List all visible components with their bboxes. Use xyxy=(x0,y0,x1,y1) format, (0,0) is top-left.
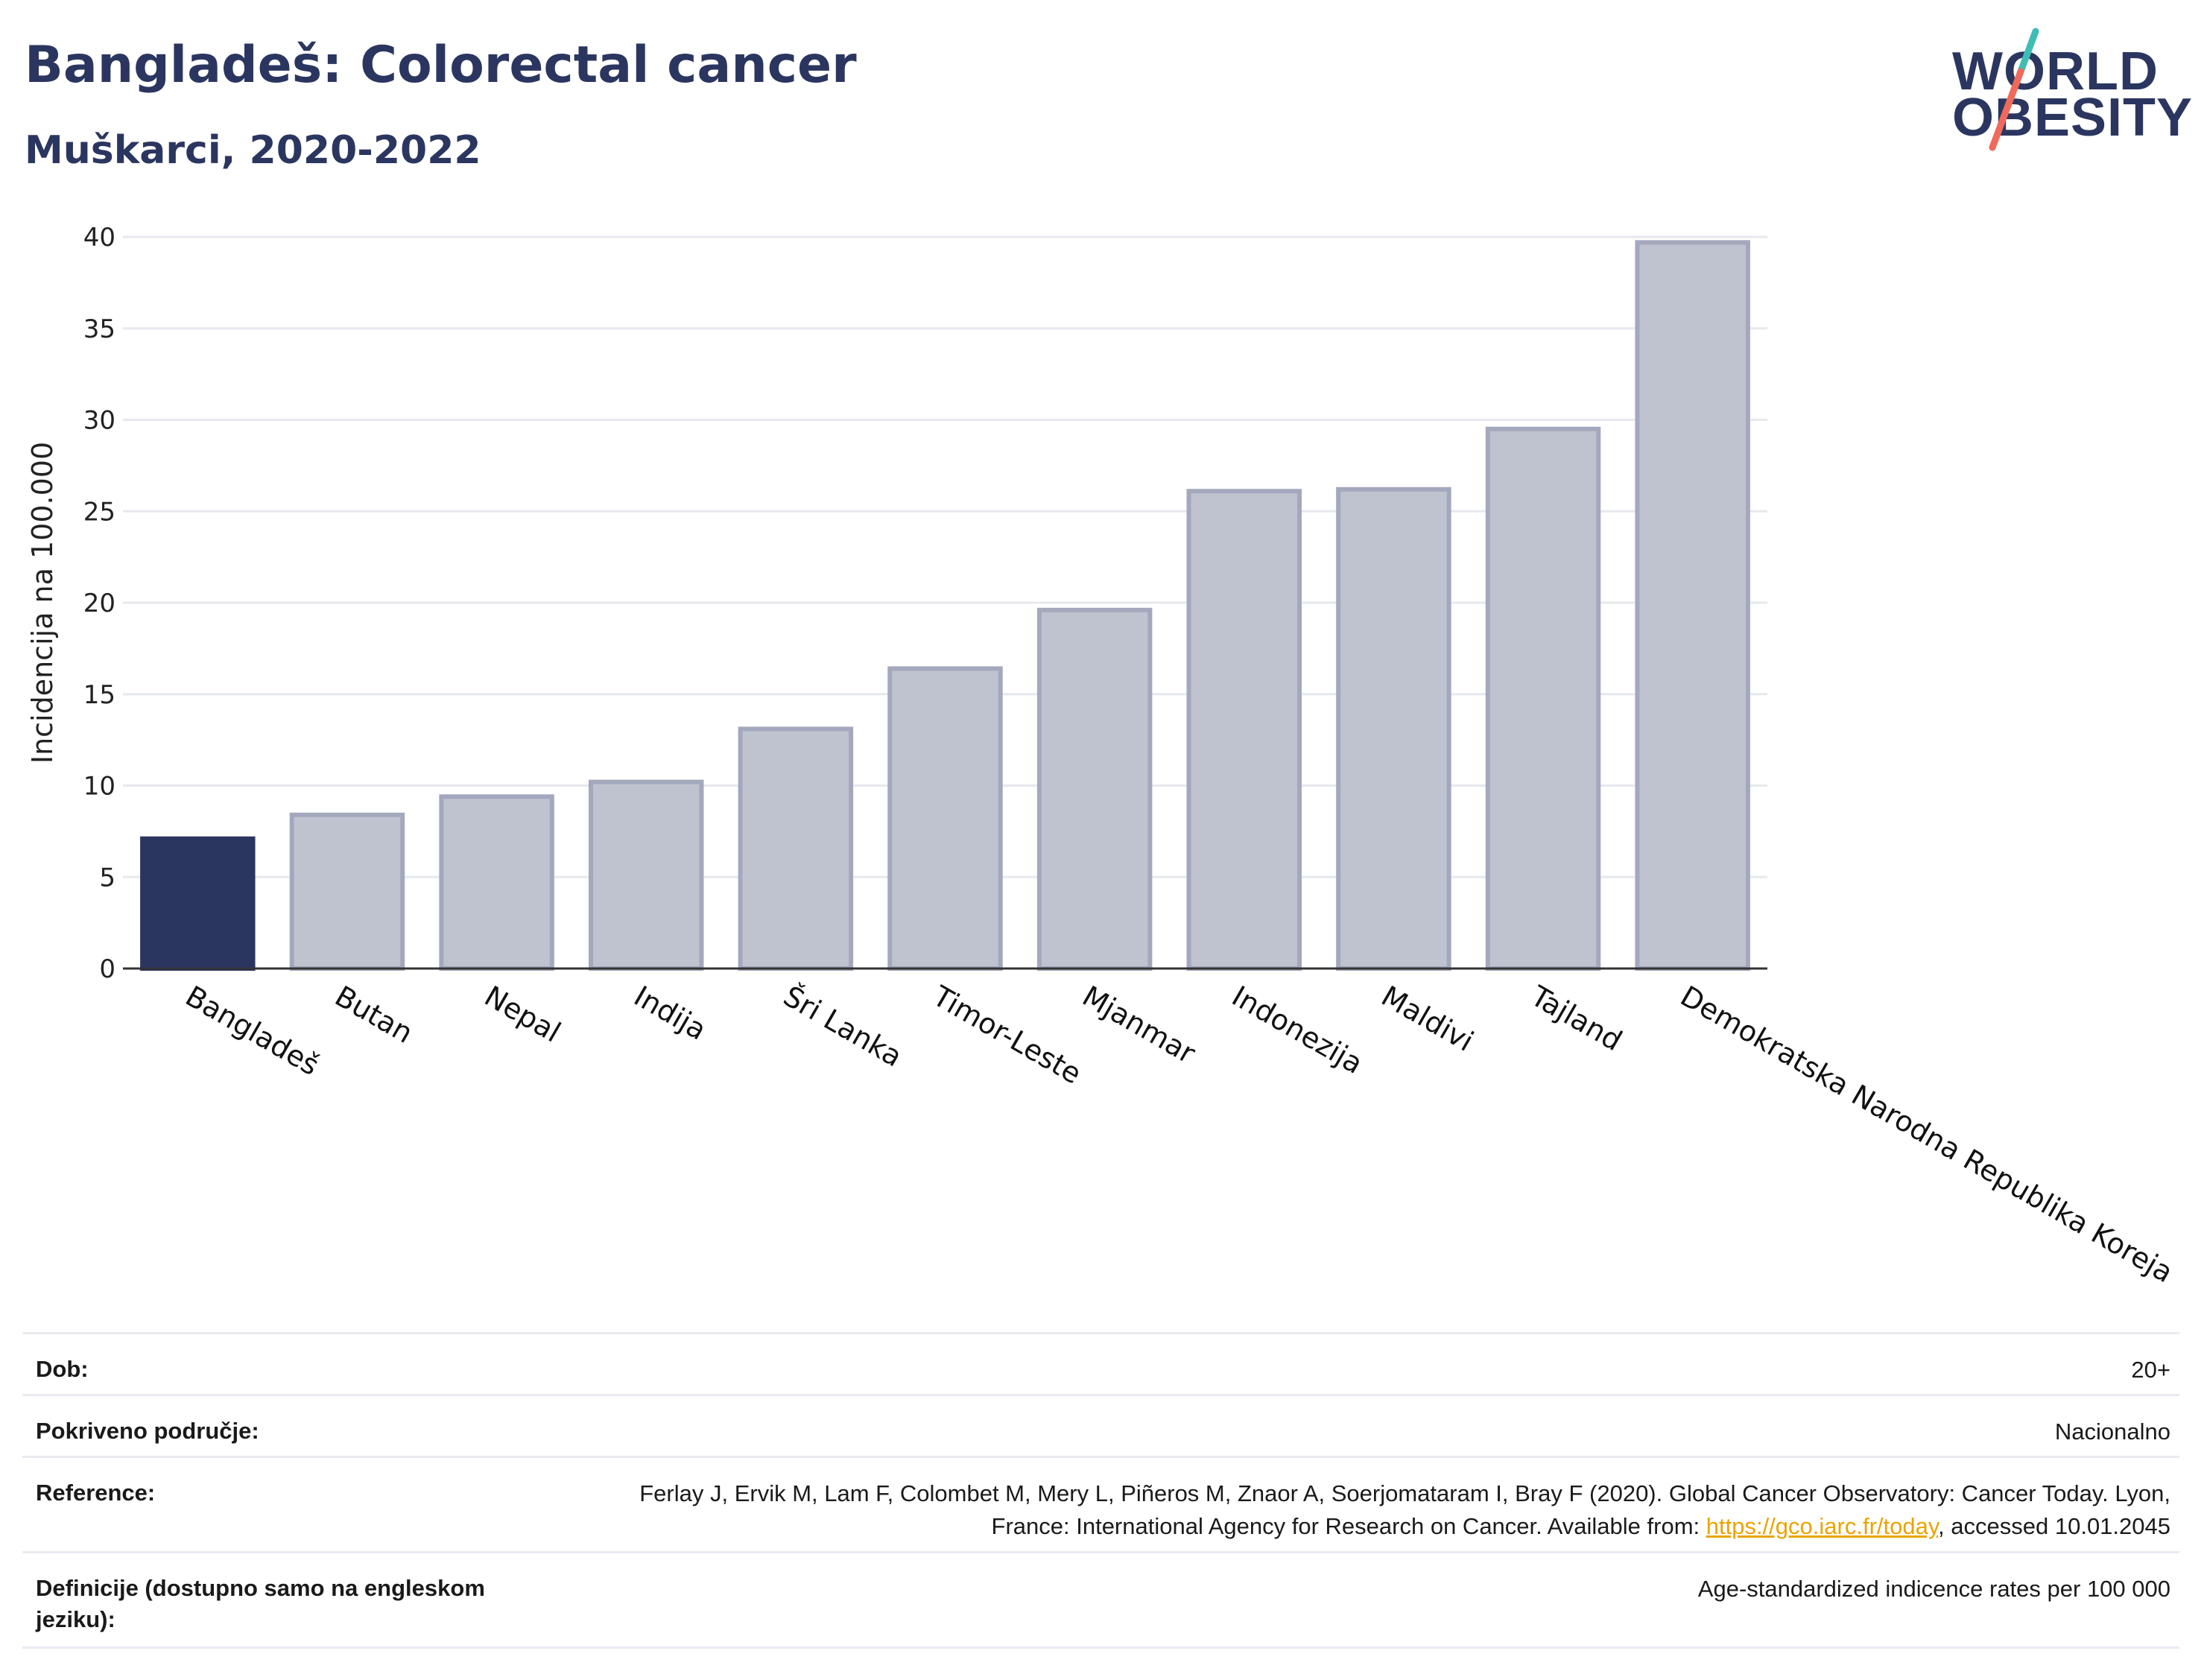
x-tick-label: Indija xyxy=(628,980,712,1047)
logo-slash-icon xyxy=(1989,28,2039,151)
coverage-label: Pokriveno područje: xyxy=(36,1418,259,1444)
reference-text-1: Ferlay J, Ervik M, Lam F, Colombet M, Me… xyxy=(639,1480,2170,1539)
chart-subtitle: Muškarci, 2020-2022 xyxy=(25,128,481,173)
table-bottom-border xyxy=(22,1646,2179,1649)
x-tick-label: Tajland xyxy=(1524,979,1627,1057)
chart-title: Bangladeš: Colorectal cancer xyxy=(25,36,857,95)
x-tick-label: Mjanmar xyxy=(1077,980,1201,1071)
y-tick-label: 20 xyxy=(83,589,115,618)
x-tick-label: Šri Lanka xyxy=(778,980,908,1074)
logo-line-2: OBESITY xyxy=(1952,88,2194,148)
bar xyxy=(289,812,405,971)
metadata-table: Dob: 20+ Pokriveno područje: Nacionalno … xyxy=(22,1332,2179,1649)
bar xyxy=(1336,486,1451,971)
world-obesity-logo: WORLD OBESITY xyxy=(1937,22,2194,156)
reference-text-2: , accessed 10.01.2045 xyxy=(1938,1513,2170,1539)
reference-value: Ferlay J, Ervik M, Lam F, Colombet M, Me… xyxy=(606,1477,2170,1543)
reference-label: Reference: xyxy=(36,1480,156,1506)
bar xyxy=(1186,489,1302,971)
age-value: 20+ xyxy=(2131,1357,2170,1383)
bar xyxy=(1485,426,1601,971)
x-tick-label: Nepal xyxy=(479,980,566,1049)
x-tick-label: Bangladeš xyxy=(180,980,325,1082)
y-tick-label: 15 xyxy=(83,680,115,710)
bar xyxy=(738,726,854,971)
x-tick-label: Butan xyxy=(329,980,418,1050)
y-axis-label: Incidencija na 100.000 xyxy=(26,442,59,764)
y-tick-label: 25 xyxy=(83,497,115,527)
x-tick-label: Maldivi xyxy=(1376,980,1479,1058)
age-label: Dob: xyxy=(36,1356,89,1382)
bar-chart: 0 5 10 15 20 25 30 35 40 Incidencija na 100.000 Ba… xyxy=(26,223,2179,1290)
coverage-value: Nacionalno xyxy=(2054,1419,2170,1445)
bar xyxy=(439,794,554,971)
meta-row-definitions: Definicije (dostupno samo na engleskom j… xyxy=(22,1551,2179,1646)
y-tick-label: 40 xyxy=(83,223,115,253)
x-tick-label: Timor-Leste xyxy=(927,979,1087,1090)
definitions-label: Definicije (dostupno samo na engleskom j… xyxy=(36,1575,485,1632)
meta-row-age: Dob: 20+ xyxy=(22,1332,2179,1394)
y-tick-label: 35 xyxy=(83,314,115,344)
bar xyxy=(1635,240,1750,971)
y-tick-label: 30 xyxy=(83,406,115,436)
bar xyxy=(887,666,1003,971)
bar xyxy=(588,779,704,971)
meta-row-reference: Reference: Ferlay J, Ervik M, Lam F, Col… xyxy=(22,1456,2179,1551)
bar xyxy=(140,836,256,971)
bar xyxy=(1036,607,1153,971)
meta-row-coverage: Pokriveno područje: Nacionalno xyxy=(22,1394,2179,1456)
logo-line-1: WORLD xyxy=(1952,42,2159,101)
definitions-value: Age-standardized indicence rates per 100… xyxy=(1697,1576,2170,1602)
y-tick-label: 10 xyxy=(83,772,115,802)
y-tick-label: 5 xyxy=(99,863,115,893)
x-tick-label: Demokratska Narodna Republika Koreja xyxy=(1675,980,2179,1290)
reference-link[interactable]: https://gco.iarc.fr/today xyxy=(1706,1513,1939,1539)
x-tick-label: Indonezija xyxy=(1226,980,1368,1080)
y-tick-label: 0 xyxy=(99,954,115,984)
